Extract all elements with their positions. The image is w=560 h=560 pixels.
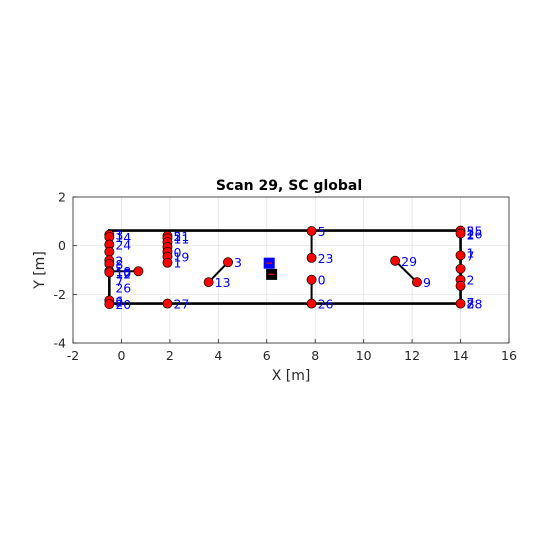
landmark-label: 27 [173,297,189,312]
landmark-label: 8 [115,257,123,272]
landmark-label: 11 [173,231,189,246]
landmark-marker [133,266,144,277]
landmark-label: 14 [115,230,131,245]
landmark-label: 26 [318,297,334,312]
x-tick-label: 4 [214,348,222,363]
landmark-label: 29 [401,254,417,269]
y-axis-label: Y [m] [32,251,48,290]
landmark-marker [223,257,233,268]
landmark-label: 19 [173,250,189,265]
landmark-marker [104,246,115,257]
landmark-label: 16 [467,227,483,242]
landmark-points [104,225,466,310]
landmark-label: 10 [115,265,131,280]
axes-box [72,196,510,344]
x-axis-label: X [m] [272,368,311,384]
x-tick-label: 8 [311,348,319,363]
x-tick-label: 16 [501,348,517,363]
x-tick-label: 2 [166,348,174,363]
landmark-label: 8 [467,297,475,312]
landmark-label: 5 [318,224,326,239]
landmark-label: 3 [115,228,123,243]
x-tick-label: 6 [263,348,271,363]
landmark-marker [162,298,173,309]
y-tick-label: 0 [58,238,66,253]
landmark-marker [412,277,422,288]
x-tick-label: 0 [117,348,125,363]
landmark-marker [104,299,115,310]
landmark-label: 2 [115,295,123,310]
landmark-label: 1 [467,245,475,260]
landmark-marker [455,228,466,239]
landmark-marker [306,226,317,237]
y-tick-label: -2 [54,287,66,302]
landmark-label: 2 [467,228,475,243]
landmark-label: 20 [115,297,131,312]
y-axis-ticks: -4 -2 0 2 [54,190,77,351]
landmark-label: 24 [115,237,131,252]
landmark-marker [455,280,466,291]
landmark-label: 7 [115,274,123,289]
y-tick-label: 2 [58,190,66,205]
axes-background [73,197,509,343]
landmark-label: 0 [318,273,326,288]
landmark-label: 2 [115,253,123,268]
chart-title: Scan 29, SC global [216,178,362,194]
landmark-label: 1 [115,228,123,243]
landmark-label: 0 [173,245,181,260]
landmark-marker [306,274,317,285]
landmark-label: 2 [467,273,475,288]
pose-markers [263,257,278,280]
x-tick-label: -2 [67,348,79,363]
landmark-marker [203,277,214,288]
landmark-marker [455,298,466,309]
landmark-label: 28 [467,297,483,312]
landmark-label: 9 [423,275,431,290]
y-tick-label: -4 [54,336,67,351]
landmark-label: 12 [115,267,131,282]
landmark-marker [306,298,317,309]
feature-segment [394,260,418,283]
landmark-marker [104,267,115,278]
landmark-label: 7 [467,295,475,310]
point-labels: 1142428181062021110191273135230262992516… [115,224,482,312]
landmark-label: 3 [234,255,242,270]
x-tick-label: 10 [356,348,372,363]
landmark-label: 6 [115,293,123,308]
landmark-label: 5 [467,224,475,239]
x-axis-ticks: -2 0 2 4 6 8 10 12 14 16 [67,339,517,363]
landmark-label: 7 [467,248,475,263]
landmark-label: 18 [115,264,131,279]
landmark-marker [455,263,466,274]
landmark-label: 21 [173,229,189,244]
x-tick-label: 12 [404,348,420,363]
landmark-label: 25 [467,224,483,239]
landmark-label: 5 [173,229,181,244]
landmark-marker [162,257,173,268]
landmark-label: 1 [173,256,181,271]
x-tick-label: 14 [453,348,469,363]
landmark-label: 23 [318,251,334,266]
landmark-marker [306,252,317,263]
landmark-label: 26 [115,281,131,296]
landmark-label: 13 [215,275,231,290]
landmark-marker [390,255,401,266]
landmark-marker [455,250,466,261]
